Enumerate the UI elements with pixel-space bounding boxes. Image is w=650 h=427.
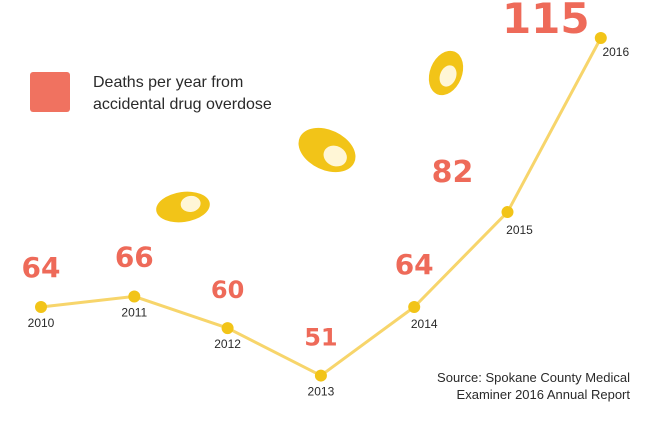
data-label: 64 (22, 251, 61, 284)
plot-area: 64 2010 66 2011 60 2012 51 2013 64 2014 82 2015 115 2… (22, 0, 630, 399)
x-tick-label: 2011 (121, 305, 147, 319)
legend-label: Deaths per year from accidental drug ove… (93, 72, 313, 116)
legend-label-line1: Deaths per year from (93, 72, 313, 94)
legend-label-line2: accidental drug overdose (93, 94, 313, 116)
x-tick-label: 2016 (602, 45, 629, 59)
pill-icon (154, 188, 212, 225)
data-label: 115 (502, 0, 590, 43)
x-tick-label: 2013 (308, 385, 335, 399)
x-tick-label: 2014 (411, 317, 438, 331)
data-label: 66 (115, 240, 154, 273)
data-point (222, 322, 234, 334)
data-label: 82 (432, 155, 474, 190)
data-point (315, 370, 327, 382)
data-point (595, 32, 607, 44)
data-point (128, 290, 140, 302)
data-label: 64 (395, 248, 434, 281)
data-point (408, 301, 420, 313)
x-tick-label: 2010 (28, 316, 55, 330)
legend-swatch (30, 72, 70, 112)
data-point (35, 301, 47, 313)
pill-icon (291, 119, 362, 181)
source-line2: Examiner 2016 Annual Report (437, 386, 630, 403)
chart-stage: 64 2010 66 2011 60 2012 51 2013 64 2014 82 2015 115 2… (0, 0, 650, 427)
source-note: Source: Spokane County Medical Examiner … (437, 369, 630, 403)
line-chart: 64 2010 66 2011 60 2012 51 2013 64 2014 82 2015 115 2… (0, 0, 650, 427)
x-tick-label: 2012 (214, 337, 241, 351)
pill-icon (423, 46, 470, 101)
x-tick-label: 2015 (506, 223, 533, 237)
data-point (502, 206, 514, 218)
data-label: 60 (211, 276, 244, 304)
data-label: 51 (304, 324, 337, 352)
source-line1: Source: Spokane County Medical (437, 369, 630, 386)
